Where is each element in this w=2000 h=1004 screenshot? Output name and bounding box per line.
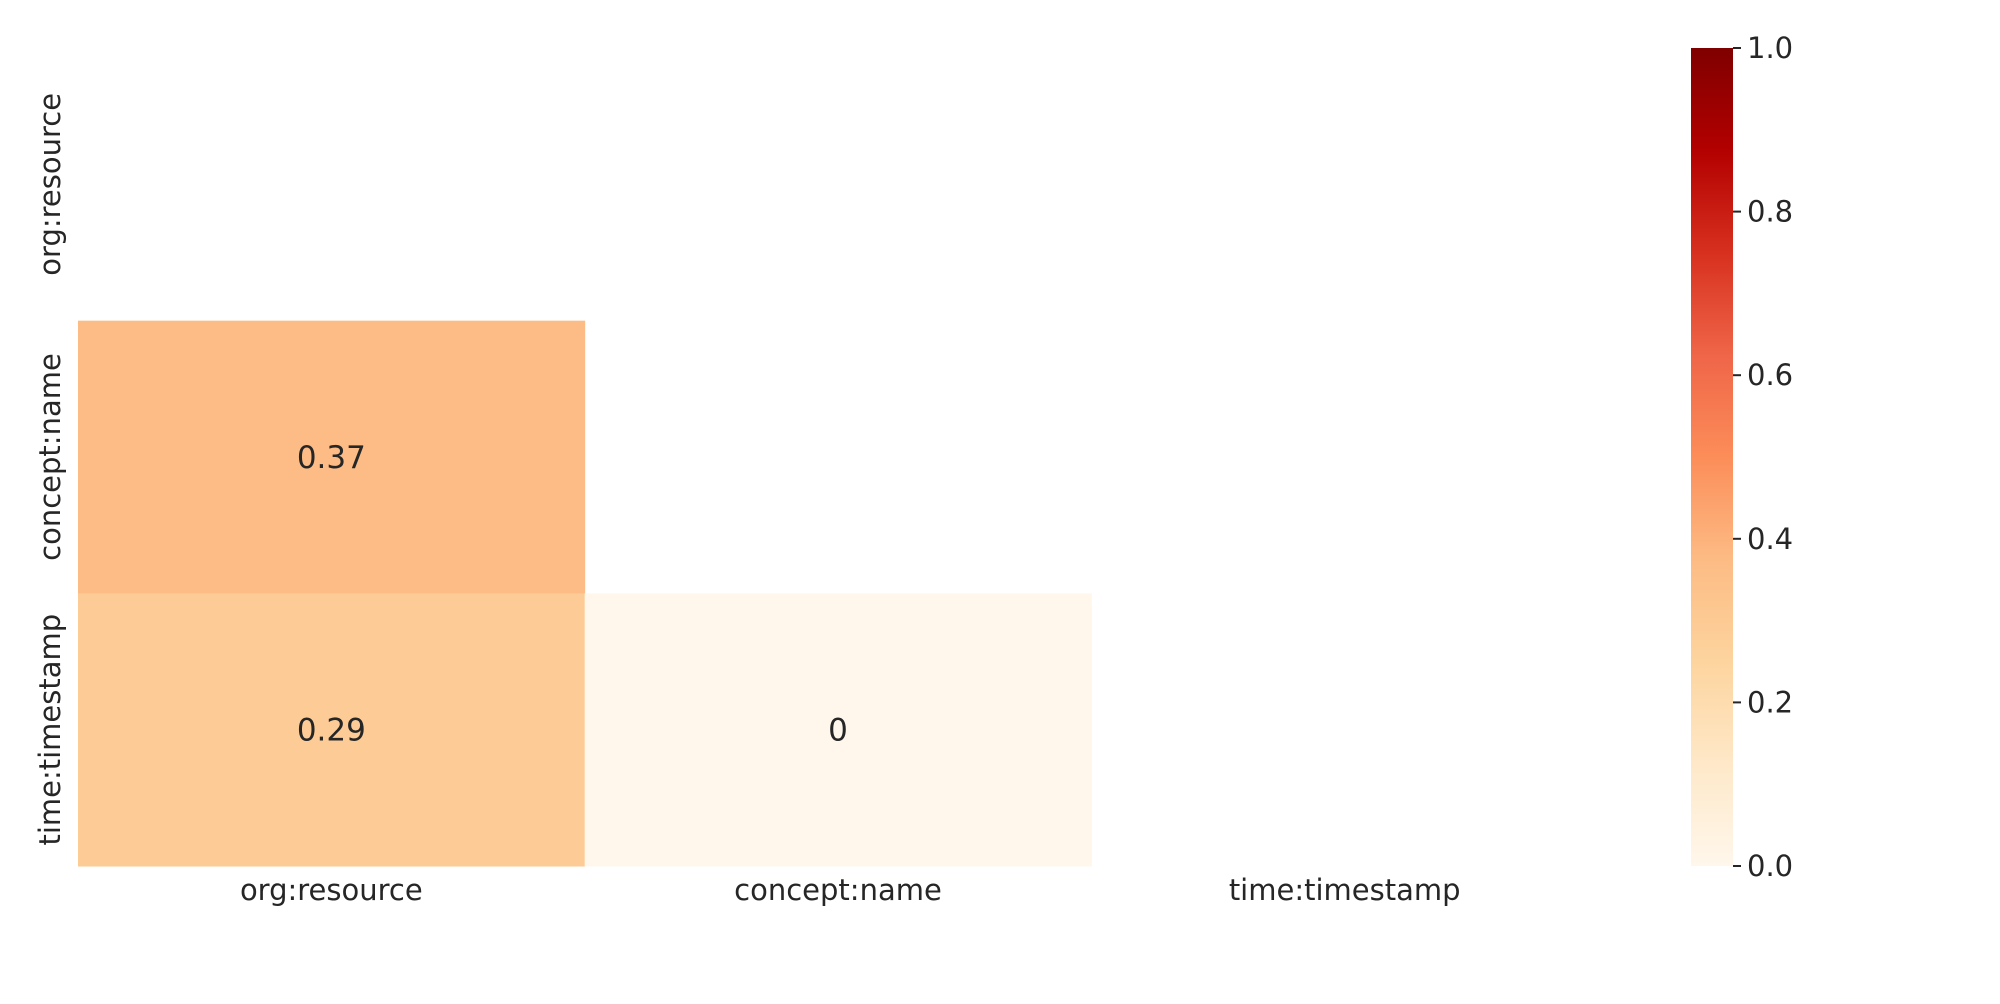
cell-time-timestamp-concept-name xyxy=(584,593,1092,867)
x-tick-label-time-timestamp: time:timestamp xyxy=(1229,873,1461,907)
y-tick-label-time-timestamp: time:timestamp xyxy=(33,614,67,846)
cell-value-label: 0.29 xyxy=(297,713,366,749)
x-tick-label-org-resource: org:resource xyxy=(240,873,423,907)
y-tick-label-concept-name: concept:name xyxy=(33,353,67,561)
colorbar-tick-label: 0.6 xyxy=(1747,358,1793,392)
y-tick-labels: org:resource concept:name time:timestamp xyxy=(33,93,67,846)
cell-concept-name-org-resource xyxy=(78,320,586,594)
colorbar-tick-label: 0.4 xyxy=(1747,522,1793,556)
colorbar-tick-label: 1.0 xyxy=(1747,31,1793,65)
heatmap-cell: 0.29 xyxy=(78,593,586,867)
heatmap-cell: 0 xyxy=(584,593,1092,867)
cell-time-timestamp-org-resource xyxy=(78,593,586,867)
cell-value-label: 0.37 xyxy=(297,440,366,476)
x-tick-label-concept-name: concept:name xyxy=(734,873,942,907)
colorbar-gradient xyxy=(1691,48,1733,866)
colorbar-tick-label: 0.8 xyxy=(1747,195,1793,229)
heatmap-cell: 0.37 xyxy=(78,320,586,594)
cell-value-label: 0 xyxy=(828,713,848,749)
colorbar-tick-label: 0.2 xyxy=(1747,685,1793,719)
y-tick-label-org-resource: org:resource xyxy=(33,93,67,276)
heatmap-cells: 0.37 0.29 0 xyxy=(78,320,1092,867)
colorbar: 0.0 0.2 0.4 0.6 0.8 1.0 xyxy=(1691,31,1793,883)
x-tick-labels: org:resource concept:name time:timestamp xyxy=(240,873,1461,907)
colorbar-tick-label: 0.0 xyxy=(1747,849,1793,883)
